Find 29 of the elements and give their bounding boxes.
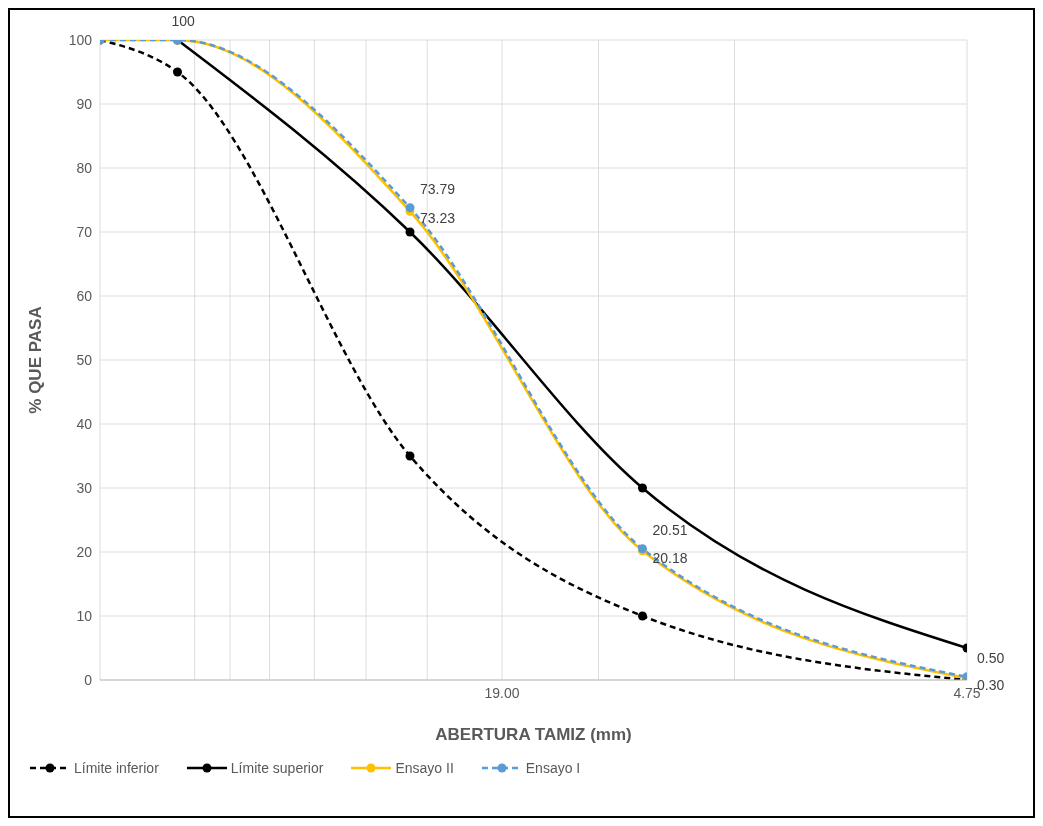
legend-label: Ensayo I: [525, 760, 581, 776]
y-tick-label: 50: [76, 351, 93, 368]
y-tick-label: 100: [68, 31, 93, 48]
y-tick-label: 0: [84, 671, 93, 688]
legend-label: Límite superior: [230, 760, 324, 776]
y-tick-label: 90: [76, 95, 93, 112]
point: [637, 483, 647, 493]
y-tick-label: 40: [76, 415, 93, 432]
x-tick-label: 19.00: [484, 684, 520, 701]
data-label: 20.18: [652, 549, 688, 566]
y-tick-label: 80: [76, 159, 93, 176]
legend-label: Ensayo II: [395, 760, 454, 776]
legend-label: Límite inferior: [74, 760, 159, 776]
y-tick-label: 10: [76, 607, 93, 624]
point: [637, 611, 647, 621]
point: [173, 67, 183, 77]
data-label: 0.50: [977, 649, 1005, 666]
y-axis-title: % QUE PASA: [26, 306, 46, 414]
x-axis-title: ABERTURA TAMIZ (mm): [435, 725, 632, 744]
point: [405, 227, 415, 237]
point: [405, 451, 415, 461]
y-tick-label: 60: [76, 287, 93, 304]
data-label: 20.51: [652, 521, 688, 538]
data-label: 100: [171, 13, 196, 29]
y-tick-label: 70: [76, 223, 93, 240]
data-label: 73.79: [419, 180, 456, 197]
y-tick-label: 30: [76, 479, 93, 496]
y-tick-label: 20: [76, 543, 93, 560]
data-label: 73.23: [419, 210, 456, 227]
